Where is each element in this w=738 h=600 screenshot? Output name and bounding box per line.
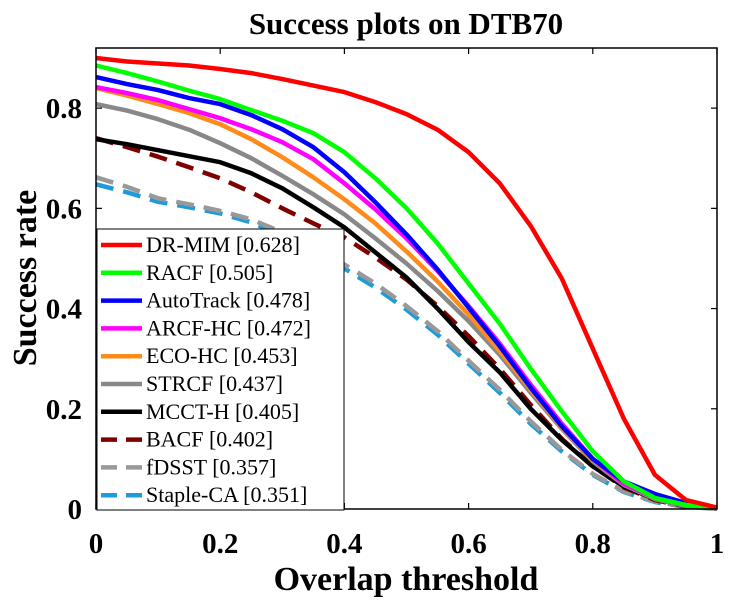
legend-label-2: AutoTrack [0.478]: [146, 288, 310, 313]
x-tick-label: 0.8: [575, 528, 611, 560]
y-tick-label: 0.4: [46, 294, 82, 326]
x-tick-label: 0.4: [326, 528, 362, 560]
x-axis-label: Overlap threshold: [274, 561, 539, 598]
legend-label-7: BACF [0.402]: [146, 427, 273, 452]
y-axis-label: Success rate: [7, 190, 44, 367]
series-line-1: [95, 63, 718, 511]
chart-title: Success plots on DTB70: [249, 6, 563, 41]
y-tick-label: 0: [68, 494, 83, 526]
x-tick-label: 0.2: [202, 528, 238, 560]
y-tick-label: 0.8: [46, 93, 82, 125]
legend-box: [96, 228, 345, 511]
y-tick-label: 0.2: [46, 394, 82, 426]
series-line-8: [95, 175, 718, 511]
legend: DR-MIM [0.628] RACF [0.505] AutoTrack [0.4…: [96, 228, 345, 511]
legend-label-4: ECO-HC [0.453]: [146, 343, 298, 368]
x-tick-label: 0.6: [450, 528, 486, 560]
legend-label-9: Staple-CA [0.351]: [146, 482, 307, 507]
legend-label-5: STRCF [0.437]: [146, 371, 283, 396]
x-tick-label: 0: [89, 528, 104, 560]
legend-label-6: MCCT-H [0.405]: [146, 399, 299, 424]
axis-ticks: 0 0.2 0.4 0.6 0.8 1 0 0.2 0.4 0.6 0.8: [46, 48, 725, 560]
legend-label-0: DR-MIM [0.628]: [146, 232, 300, 257]
legend-label-8: fDSST [0.357]: [146, 454, 276, 479]
plot-frame: [95, 47, 718, 510]
y-tick-label: 0.6: [46, 193, 82, 225]
plot-lines: [95, 55, 718, 511]
legend-label-1: RACF [0.505]: [146, 260, 273, 285]
legend-label-3: ARCF-HC [0.472]: [146, 315, 311, 340]
series-line-9: [95, 182, 718, 511]
x-tick-label: 1: [710, 528, 725, 560]
series-line-0: [95, 55, 718, 510]
